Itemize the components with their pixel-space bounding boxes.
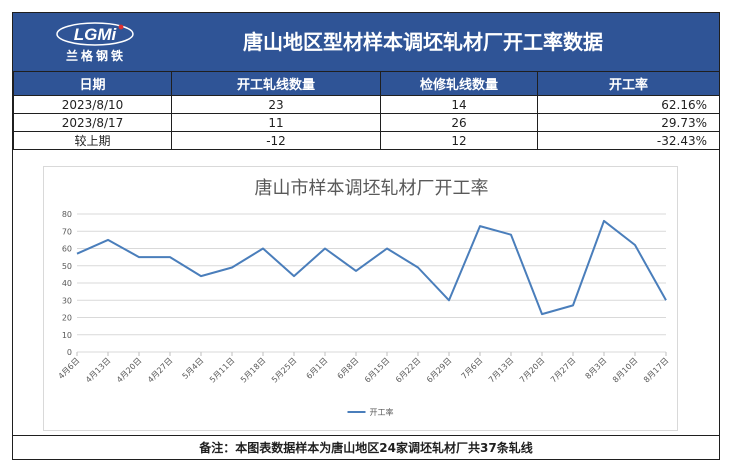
x-tick-label: 8月17日: [642, 356, 670, 384]
x-tick-label: 6月15日: [363, 356, 391, 384]
col-header-date: 日期: [13, 71, 172, 96]
x-tick-label: 5月4日: [181, 356, 206, 381]
x-tick-label: 5月18日: [239, 356, 267, 384]
logo-subtitle: 兰格钢铁: [65, 49, 126, 63]
col-header-running-lines: 开工轧线数量: [171, 71, 381, 96]
x-tick-label: 4月6日: [57, 356, 82, 381]
chart-container: 唐山市样本调坯轧材厂开工率 0 10 20 30 40 50 60 70 80 4月6日 4月13日 4…: [43, 166, 678, 431]
page-title: 唐山地区型材样本调坯轧材厂开工率数据: [243, 30, 603, 54]
cell-rate: 62.16%: [537, 95, 720, 114]
cell-rate: -32.43%: [537, 131, 720, 150]
col-header-rate: 开工率: [537, 71, 720, 96]
y-tick-label: 0: [67, 348, 72, 357]
svg-text:LGMi: LGMi: [74, 25, 118, 44]
cell-maintenance-lines: 14: [380, 95, 538, 114]
legend-label: 开工率: [370, 407, 394, 417]
cell-date: 较上期: [13, 131, 172, 150]
x-tick-label: 8月10日: [611, 356, 639, 384]
y-tick-label: 70: [62, 227, 72, 236]
cell-date: 2023/8/10: [13, 95, 172, 114]
y-tick-label: 60: [62, 245, 72, 254]
cell-running-lines: 11: [171, 113, 381, 132]
y-tick-label: 30: [62, 296, 72, 305]
cell-running-lines: -12: [171, 131, 381, 150]
stats-table: 日期 开工轧线数量 检修轧线数量 开工率 2023/8/10 23 14 62.…: [13, 71, 720, 150]
table-row: 2023/8/17 11 26 29.73%: [13, 113, 720, 132]
cell-rate: 29.73%: [537, 113, 720, 132]
x-tick-label: 5月25日: [270, 356, 298, 384]
x-tick-label: 4月20日: [115, 356, 143, 384]
report-frame: LGMi 兰格钢铁 唐山地区型材样本调坯轧材厂开工率数据 日期 开工轧线数量 检…: [12, 12, 720, 460]
y-tick-label: 80: [62, 210, 72, 219]
x-tick-label: 6月29日: [425, 356, 453, 384]
cell-running-lines: 23: [171, 95, 381, 114]
cell-maintenance-lines: 12: [380, 131, 538, 150]
x-tick-label: 7月27日: [549, 356, 577, 384]
y-tick-label: 50: [62, 262, 72, 271]
x-tick-label: 6月1日: [305, 356, 330, 381]
table-row: 较上期 -12 12 -32.43%: [13, 131, 720, 150]
x-tick-label: 7月20日: [518, 356, 546, 384]
series-line: [76, 219, 667, 316]
table-header-row: 日期 开工轧线数量 检修轧线数量 开工率: [13, 71, 720, 96]
table-row: 2023/8/10 23 14 62.16%: [13, 95, 720, 114]
x-tick-label: 6月8日: [336, 356, 361, 381]
logo-icon: LGMi: [56, 22, 134, 46]
y-tick-label: 20: [62, 314, 72, 323]
header-bar: LGMi 兰格钢铁 唐山地区型材样本调坯轧材厂开工率数据: [13, 13, 719, 71]
x-tick-label: 8月3日: [584, 356, 609, 381]
x-tick-label: 6月22日: [394, 356, 422, 384]
y-tick-label: 40: [62, 279, 72, 288]
col-header-maintenance-lines: 检修轧线数量: [380, 71, 538, 96]
cell-maintenance-lines: 26: [380, 113, 538, 132]
x-tick-label: 5月11日: [208, 356, 236, 384]
cell-date: 2023/8/17: [13, 113, 172, 132]
x-tick-label: 7月13日: [487, 356, 515, 384]
footer-note: 备注：本图表数据样本为唐山地区24家调坯轧材厂共37条轧线: [13, 435, 719, 460]
x-tick-label: 4月27日: [146, 356, 174, 384]
chart-title: 唐山市样本调坯轧材厂开工率: [255, 178, 489, 199]
company-logo: LGMi 兰格钢铁: [51, 19, 141, 67]
x-tick-label: 7月6日: [460, 356, 485, 381]
x-tick-label: 4月13日: [84, 356, 112, 384]
y-tick-label: 10: [62, 331, 72, 340]
